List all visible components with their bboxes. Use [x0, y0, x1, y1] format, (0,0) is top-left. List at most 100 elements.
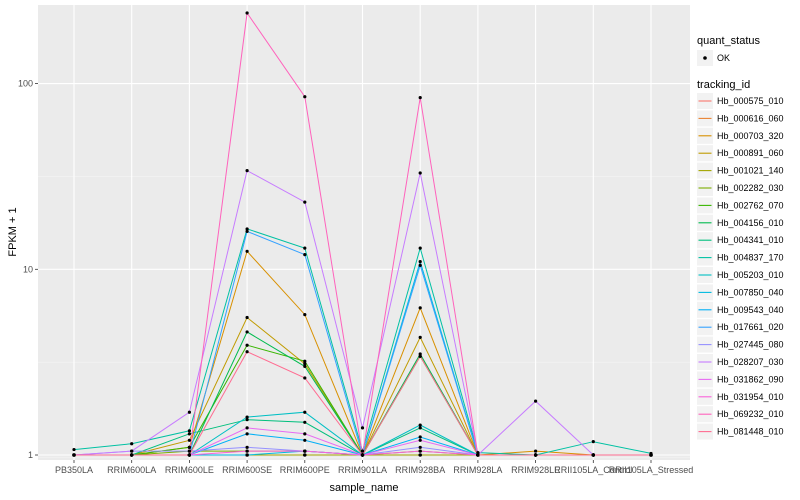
data-point — [303, 410, 307, 414]
x-tick-label: PB350LA — [55, 465, 93, 475]
legend-title-quant-status: quant_status — [697, 35, 760, 47]
x-tick-label: RRIM928LE — [511, 465, 560, 475]
series-points — [72, 11, 653, 457]
data-point — [418, 260, 422, 264]
data-point — [303, 252, 307, 257]
data-point — [303, 453, 307, 457]
data-point — [418, 96, 422, 100]
data-point — [245, 330, 249, 334]
data-point — [245, 350, 249, 354]
x-tick-label: RRIM600SE — [222, 465, 272, 475]
data-point — [360, 449, 365, 453]
data-point — [418, 445, 422, 449]
legend-point-key — [703, 56, 707, 60]
data-point — [187, 445, 191, 449]
data-point — [476, 453, 480, 457]
data-point — [245, 343, 249, 347]
data-point — [245, 249, 249, 253]
data-point — [418, 352, 422, 356]
legend-label-series: Hb_007850_040 — [717, 287, 784, 297]
x-tick-label: RRII105LA_Stressed — [609, 465, 694, 475]
x-tick-label: RRIM600LE — [165, 465, 214, 475]
legend-label-series: Hb_081448_010 — [717, 427, 784, 437]
data-point — [418, 449, 422, 453]
legend-label-series: Hb_028207_030 — [717, 357, 784, 367]
x-tick-label: RRII105LA_Control — [554, 465, 632, 475]
x-tick-label: RRIM928BA — [395, 465, 445, 475]
data-point — [72, 447, 76, 452]
legend-label-series: Hb_004341_010 — [717, 235, 784, 245]
data-point — [245, 11, 249, 15]
legend-label-series: Hb_069232_010 — [717, 409, 784, 419]
data-point — [303, 95, 307, 99]
x-tick-label: RRIM901LA — [338, 465, 387, 475]
data-point — [591, 440, 595, 444]
data-point — [245, 169, 249, 173]
data-point — [418, 263, 422, 267]
data-point — [649, 453, 653, 457]
data-point — [187, 453, 191, 457]
legend-title-tracking-id: tracking_id — [697, 79, 750, 91]
grid — [38, 5, 690, 460]
data-point — [360, 453, 365, 457]
data-point — [303, 364, 307, 369]
legend-label-series: Hb_004156_010 — [717, 218, 784, 228]
data-point — [245, 449, 249, 453]
data-point — [187, 438, 191, 442]
legend-label-series: Hb_000616_060 — [717, 113, 784, 123]
data-point — [418, 453, 422, 457]
data-point — [303, 432, 307, 436]
data-point — [591, 453, 595, 457]
data-point — [418, 426, 422, 430]
data-point — [418, 335, 422, 339]
y-tick-label: 10 — [23, 264, 33, 274]
legend-label-series: Hb_031862_090 — [717, 374, 784, 384]
data-point — [245, 445, 249, 449]
y-tick-label: 100 — [18, 79, 33, 89]
data-point — [245, 418, 249, 422]
data-point — [303, 359, 307, 363]
legend-label-series: Hb_000891_060 — [717, 148, 784, 158]
x-axis-title: sample_name — [329, 482, 398, 494]
data-point — [187, 410, 191, 414]
data-point — [418, 246, 422, 250]
data-point — [130, 442, 134, 446]
data-point — [245, 426, 249, 430]
data-point — [130, 449, 134, 453]
data-point — [303, 438, 307, 442]
data-point — [418, 438, 422, 442]
data-point — [534, 449, 538, 453]
x-tick-label: RRIM928LA — [453, 465, 502, 475]
data-point — [130, 453, 134, 457]
data-point — [418, 435, 422, 439]
x-tick-label: RRIM600PE — [280, 465, 330, 475]
data-point — [72, 453, 76, 457]
plot-panel — [38, 5, 690, 460]
data-point — [245, 453, 249, 457]
y-axis-title: FPKM + 1 — [7, 207, 19, 256]
legend-label-series: Hb_000703_320 — [717, 131, 784, 141]
data-point — [534, 453, 538, 457]
data-point — [245, 432, 249, 436]
legend-label-series: Hb_027445_080 — [717, 340, 784, 350]
data-point — [418, 423, 422, 427]
data-point — [245, 415, 249, 419]
data-point — [187, 449, 191, 453]
legend-label-series: Hb_000575_010 — [717, 96, 784, 106]
legend-label-series: Hb_031954_010 — [717, 392, 784, 402]
data-point — [187, 429, 191, 433]
data-point — [245, 229, 249, 233]
data-point — [245, 227, 249, 231]
data-point — [303, 313, 307, 317]
legend: quant_status tracking_id OK Hb_000575_010… — [697, 35, 784, 440]
x-tick-label: RRIM600LA — [107, 465, 156, 475]
data-point — [303, 200, 307, 204]
legend-label-series: Hb_009543_040 — [717, 305, 784, 315]
legend-label-series: Hb_001021_140 — [717, 166, 784, 176]
data-point — [303, 449, 307, 453]
data-point — [303, 376, 307, 380]
data-point — [476, 451, 480, 455]
data-point — [303, 362, 307, 366]
y-tick-label: 1 — [28, 450, 33, 460]
